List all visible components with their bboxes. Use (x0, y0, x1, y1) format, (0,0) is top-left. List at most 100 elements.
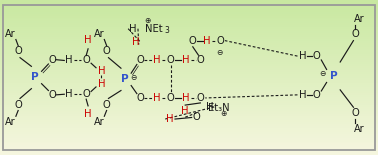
Text: O: O (82, 55, 90, 65)
Bar (0, 0, 378, 2)
Bar (0, 10, 378, 12)
Bar (0, 18, 378, 19)
Bar (0, 126, 378, 128)
Bar (0, 95, 378, 97)
Text: O: O (193, 113, 200, 122)
Bar (0, 66, 378, 68)
Text: Ar: Ar (5, 117, 16, 127)
Text: ⊖: ⊖ (319, 69, 325, 78)
Text: H: H (98, 79, 105, 89)
Text: P: P (330, 71, 337, 81)
Bar (0, 56, 378, 58)
Bar (0, 31, 378, 33)
Bar (0, 116, 378, 118)
Bar (0, 21, 378, 23)
Bar (0, 97, 378, 99)
Text: H: H (84, 35, 92, 45)
Text: O: O (167, 55, 175, 65)
Bar (0, 101, 378, 103)
Text: O: O (14, 100, 22, 110)
Bar (0, 114, 378, 116)
Bar (0, 76, 378, 78)
Bar (0, 112, 378, 114)
Text: Ar: Ar (354, 14, 364, 24)
Text: O: O (48, 55, 56, 65)
Text: ⊖: ⊖ (216, 48, 222, 57)
Bar (0, 25, 378, 27)
Bar (0, 37, 378, 39)
Bar (0, 153, 378, 155)
Text: H: H (166, 114, 174, 124)
Text: 3: 3 (164, 26, 169, 35)
Text: H: H (65, 55, 73, 65)
Bar (0, 110, 378, 112)
Bar (0, 99, 378, 101)
Text: H: H (65, 89, 73, 99)
Text: O: O (352, 108, 359, 118)
Bar (0, 50, 378, 52)
Text: ⊕: ⊕ (221, 109, 227, 118)
Text: Ar: Ar (354, 124, 364, 134)
Bar (0, 62, 378, 64)
Bar (0, 64, 378, 66)
Text: H: H (182, 93, 190, 103)
Text: ⊕: ⊕ (144, 16, 150, 25)
Text: P: P (31, 73, 39, 82)
Bar (0, 83, 378, 85)
Bar (0, 136, 378, 138)
Bar (0, 103, 378, 105)
Bar (0, 23, 378, 25)
Text: ⊖: ⊖ (130, 73, 136, 82)
Bar (0, 29, 378, 31)
Bar (0, 12, 378, 14)
Text: H: H (299, 90, 306, 100)
Text: O: O (313, 51, 321, 61)
Text: H: H (203, 36, 211, 46)
Text: O: O (137, 55, 144, 65)
Bar (0, 130, 378, 132)
Text: O: O (197, 93, 204, 103)
Bar (0, 134, 378, 136)
Text: O: O (352, 29, 359, 39)
Bar (0, 141, 378, 143)
Bar (0, 140, 378, 141)
Bar (0, 89, 378, 91)
Bar (0, 45, 378, 46)
Bar (0, 151, 378, 153)
Bar (0, 58, 378, 60)
Bar (0, 16, 378, 18)
Text: Ar: Ar (5, 29, 16, 39)
Text: O: O (189, 36, 197, 46)
Text: P: P (121, 74, 129, 84)
Bar (0, 145, 378, 147)
Bar (0, 39, 378, 41)
Text: O: O (103, 100, 110, 110)
Bar (0, 118, 378, 120)
Text: H: H (84, 109, 92, 119)
Bar (0, 43, 378, 45)
Text: H: H (299, 51, 306, 61)
Bar (0, 48, 378, 50)
Text: O: O (14, 46, 22, 56)
Text: O: O (197, 55, 204, 65)
Bar (0, 74, 378, 76)
Bar (0, 68, 378, 70)
Bar (0, 138, 378, 140)
Bar (0, 124, 378, 126)
Bar (0, 6, 378, 8)
Text: O: O (82, 89, 90, 99)
Bar (0, 27, 378, 29)
Bar (0, 143, 378, 145)
Bar (0, 8, 378, 10)
Bar (0, 105, 378, 107)
Bar (0, 46, 378, 48)
Text: H: H (181, 106, 189, 116)
Text: NEt: NEt (146, 24, 163, 34)
Bar (0, 41, 378, 43)
Bar (0, 72, 378, 74)
Text: O: O (137, 93, 144, 103)
Bar (0, 93, 378, 95)
Bar (0, 120, 378, 122)
Bar (0, 147, 378, 149)
Bar (0, 52, 378, 54)
